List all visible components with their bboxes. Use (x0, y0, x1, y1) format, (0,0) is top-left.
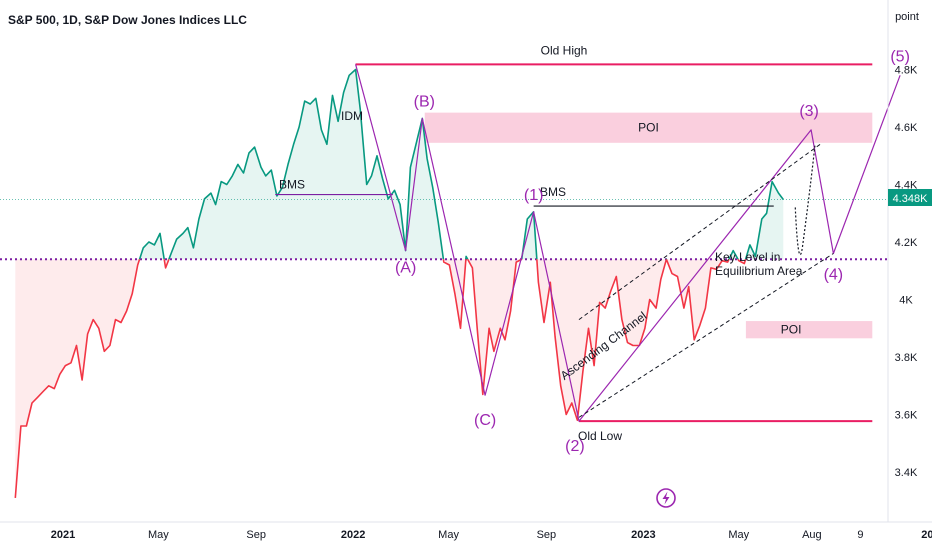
price-tick-4-4K: 4.4K (895, 180, 918, 192)
time-tick-6: 2023 (631, 529, 655, 541)
time-tick-2: Sep (246, 529, 266, 541)
price-tick-3-6K: 3.6K (895, 410, 918, 422)
poi-label-1: POI (638, 121, 659, 135)
price-axis-unit: point (895, 11, 919, 23)
bms-label-1: BMS (279, 178, 305, 192)
wave-label-B: (B) (414, 93, 435, 110)
current-price-label: 4.348K (893, 193, 929, 205)
fill-above-group (15, 69, 784, 260)
wave-label-3: (3) (799, 103, 819, 120)
channel-lower-line (578, 253, 834, 418)
drawings-layer (275, 64, 901, 422)
wave-label-5: (5) (890, 48, 910, 65)
price-fill-area (15, 69, 784, 498)
chart-title: S&P 500, 1D, S&P Dow Jones Indices LLC (8, 13, 247, 27)
channel-upper-line (578, 142, 823, 321)
price-tick-4-2K: 4.2K (895, 237, 918, 249)
price-above-group (138, 68, 784, 260)
poi-label-2: POI (781, 323, 802, 337)
time-tick-8: Aug (802, 529, 822, 541)
price-tick-4-6K: 4.6K (895, 122, 918, 134)
elliott-wave-path (355, 64, 901, 422)
fill-below-key-level (15, 259, 784, 498)
time-axis: 2021 May Sep 2022 May Sep 2023 May Aug 9 2024 (51, 529, 932, 541)
price-tick-3-4K: 3.4K (895, 467, 918, 479)
time-tick-1: May (148, 529, 169, 541)
key-level-label-line1: Key Level in (715, 250, 780, 264)
time-tick-9: 9 (857, 529, 863, 541)
fill-below-group (15, 259, 784, 498)
price-line-layer (14, 68, 784, 498)
poi-zone-2 (745, 321, 873, 339)
price-tick-4K: 4K (899, 295, 913, 307)
time-tick-3: 2022 (341, 529, 365, 541)
key-level-label-line2: Equilibrium Area (715, 264, 803, 278)
idm-label: IDM (341, 109, 363, 123)
time-tick-0: 2021 (51, 529, 75, 541)
price-tick-4-8K: 4.8K (895, 65, 918, 77)
wave-label-A: (A) (395, 260, 416, 277)
current-price-tag (888, 189, 932, 206)
wave-label-2: (2) (565, 438, 585, 455)
price-below-group (14, 259, 747, 498)
price-axis: 4.8K 4.6K 4.4K 4.2K 4K 3.8K 3.6K 3.4K (895, 65, 918, 480)
time-tick-10: 2024 (921, 529, 932, 541)
lightning-icon[interactable] (656, 488, 676, 508)
projected-path (794, 144, 816, 256)
time-tick-7: May (728, 529, 749, 541)
fill-above-key-level (15, 69, 784, 260)
price-line-down (14, 259, 747, 498)
wave-label-4: (4) (824, 267, 844, 284)
old-low-label: Old Low (578, 429, 622, 443)
levels-layer (0, 63, 888, 423)
poi-zone-1 (424, 112, 873, 143)
time-tick-4: May (438, 529, 459, 541)
bms-label-2: BMS (540, 185, 566, 199)
old-high-label: Old High (541, 43, 588, 57)
wave-label-C: (C) (474, 412, 496, 429)
price-tick-3-8K: 3.8K (895, 352, 918, 364)
wave-label-1: (1) (524, 187, 544, 204)
price-line-up (138, 68, 784, 260)
time-tick-5: Sep (537, 529, 557, 541)
